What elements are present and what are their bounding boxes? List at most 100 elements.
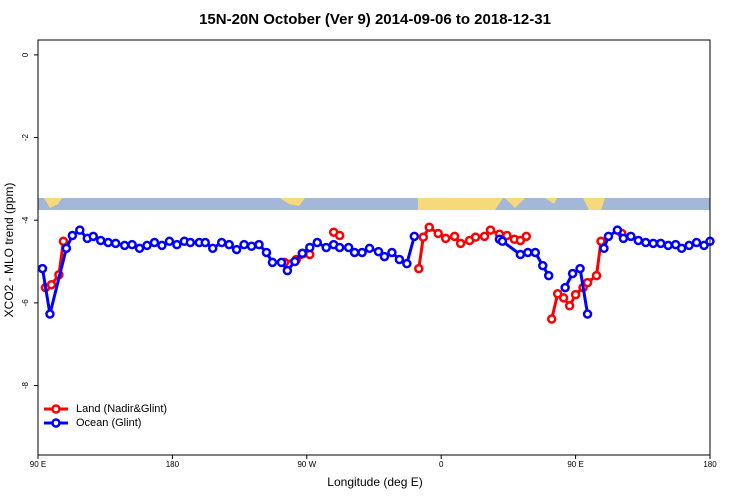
point bbox=[149, 237, 160, 248]
point bbox=[402, 258, 412, 269]
legend-label: Land (Nadir&Glint) bbox=[76, 403, 167, 415]
point bbox=[246, 241, 257, 252]
point bbox=[424, 222, 435, 232]
point bbox=[521, 231, 532, 242]
x-tick-label: 90 W bbox=[297, 460, 316, 469]
point bbox=[655, 238, 666, 249]
point bbox=[75, 225, 85, 235]
point bbox=[239, 239, 249, 250]
point bbox=[312, 237, 323, 248]
point bbox=[699, 240, 709, 251]
point bbox=[334, 230, 345, 241]
point bbox=[414, 263, 424, 274]
point bbox=[449, 231, 460, 242]
point bbox=[575, 263, 585, 274]
point bbox=[648, 238, 659, 249]
y-axis-label: XCO2 - MLO trend (ppm) bbox=[2, 183, 16, 318]
point bbox=[379, 251, 390, 262]
point bbox=[164, 236, 175, 247]
point bbox=[276, 257, 287, 268]
point bbox=[691, 237, 702, 248]
point bbox=[641, 237, 651, 248]
point bbox=[530, 247, 541, 258]
point bbox=[440, 233, 451, 244]
point bbox=[409, 231, 420, 242]
point bbox=[46, 279, 57, 290]
point bbox=[88, 231, 99, 242]
point bbox=[618, 233, 629, 244]
point bbox=[134, 243, 145, 254]
point bbox=[45, 309, 55, 319]
point bbox=[497, 236, 508, 247]
point bbox=[261, 247, 272, 258]
point bbox=[523, 247, 533, 258]
plot-frame bbox=[37, 39, 711, 456]
point bbox=[663, 240, 673, 251]
y-tick-label: -4 bbox=[21, 216, 30, 224]
point bbox=[282, 265, 293, 276]
point bbox=[537, 260, 548, 271]
point bbox=[479, 231, 490, 242]
map-band bbox=[38, 198, 710, 210]
point bbox=[216, 237, 227, 248]
point bbox=[349, 247, 360, 258]
y-tick-label: -8 bbox=[21, 381, 30, 389]
point bbox=[626, 231, 636, 242]
series-line bbox=[40, 228, 711, 315]
point bbox=[455, 238, 466, 249]
point bbox=[552, 289, 563, 299]
point bbox=[612, 225, 623, 235]
point bbox=[394, 254, 405, 265]
point bbox=[373, 246, 384, 257]
point bbox=[334, 242, 345, 253]
point bbox=[603, 231, 614, 242]
point bbox=[570, 289, 581, 300]
point bbox=[418, 232, 429, 242]
point bbox=[290, 256, 300, 267]
point bbox=[119, 240, 130, 251]
point bbox=[684, 240, 694, 251]
point bbox=[305, 242, 315, 253]
point bbox=[200, 237, 211, 248]
point bbox=[564, 301, 575, 311]
point bbox=[254, 239, 264, 250]
point bbox=[297, 248, 308, 259]
point bbox=[67, 230, 78, 241]
point bbox=[142, 240, 152, 251]
point bbox=[515, 235, 526, 246]
y-tick-label: -2 bbox=[21, 133, 30, 141]
point bbox=[582, 277, 593, 288]
point bbox=[185, 237, 196, 248]
point bbox=[364, 243, 375, 254]
point bbox=[543, 270, 554, 281]
point bbox=[61, 243, 72, 254]
x-axis-label: Longitude (deg E) bbox=[327, 475, 422, 489]
legend-label: Ocean (Glint) bbox=[76, 417, 141, 429]
point bbox=[127, 239, 137, 250]
x-tick-label: 90 E bbox=[30, 460, 46, 469]
point bbox=[591, 270, 602, 281]
x-tick-label: 180 bbox=[166, 460, 180, 469]
point bbox=[157, 240, 167, 251]
point bbox=[433, 228, 443, 239]
point bbox=[567, 268, 578, 279]
x-tick-label: 90 E bbox=[567, 460, 583, 469]
point bbox=[267, 257, 278, 268]
y-tick-label: -6 bbox=[21, 299, 30, 307]
point bbox=[207, 243, 218, 254]
point bbox=[343, 242, 354, 253]
point bbox=[110, 238, 121, 249]
point bbox=[582, 309, 593, 319]
point bbox=[485, 225, 496, 235]
x-tick-label: 180 bbox=[703, 460, 717, 469]
point bbox=[95, 235, 106, 246]
point bbox=[387, 247, 397, 258]
point bbox=[231, 244, 242, 255]
point bbox=[224, 239, 234, 250]
point bbox=[103, 237, 113, 248]
point bbox=[633, 235, 644, 246]
legend-marker bbox=[51, 404, 61, 414]
chart-title: 15N-20N October (Ver 9) 2014-09-06 to 20… bbox=[199, 11, 551, 28]
point bbox=[599, 243, 609, 254]
